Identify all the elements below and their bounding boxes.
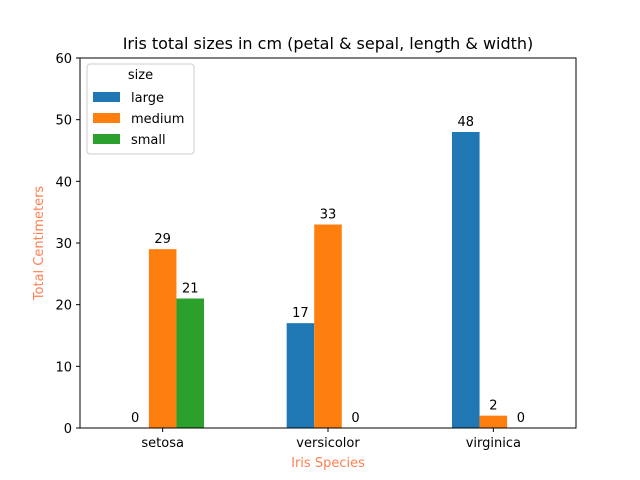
data-label-medium-setosa: 29 xyxy=(154,232,171,247)
data-label-large-setosa: 0 xyxy=(131,411,139,426)
data-label-medium-versicolor: 33 xyxy=(320,208,337,223)
legend-label-large: large xyxy=(131,91,164,106)
bar-small-setosa xyxy=(176,298,204,428)
legend-swatch-large xyxy=(93,92,120,102)
bar-large-versicolor xyxy=(286,323,315,428)
chart-title: Iris total sizes in cm (petal & sepal, l… xyxy=(123,34,534,53)
legend-title: size xyxy=(128,68,153,83)
y-tick-label: 10 xyxy=(55,360,72,375)
bar-medium-versicolor xyxy=(314,224,342,428)
y-tick-label: 50 xyxy=(55,114,72,129)
data-label-small-versicolor: 0 xyxy=(351,411,359,426)
legend-label-medium: medium xyxy=(131,112,184,127)
data-label-small-virginica: 0 xyxy=(517,411,525,426)
legend-entries: large medium small xyxy=(93,91,184,148)
legend: size large medium small xyxy=(86,63,195,155)
legend-swatch-small xyxy=(93,134,120,144)
y-axis-label: Total Centimeters xyxy=(32,186,47,302)
x-tick-label-versicolor: versicolor xyxy=(296,436,360,451)
bar-medium-setosa xyxy=(148,249,177,428)
y-tick-label: 0 xyxy=(64,422,72,437)
y-tick-label: 20 xyxy=(55,299,72,314)
legend-box xyxy=(86,63,195,155)
y-tick-label: 60 xyxy=(55,52,72,67)
legend-label-small: small xyxy=(131,133,166,148)
x-tick-label-virginica: virginica xyxy=(466,436,521,451)
legend-swatch-medium xyxy=(93,113,120,123)
plot-frame xyxy=(79,57,577,429)
y-tick-label: 30 xyxy=(55,237,72,252)
plot-area: 0 17 48 29 33 2 21 0 0 0 10 20 30 40 50 60 setosa versico… xyxy=(55,52,577,451)
bar-medium-virginica xyxy=(479,415,508,428)
data-label-large-virginica: 48 xyxy=(458,115,475,130)
y-tick-label: 40 xyxy=(55,175,72,190)
x-tick-label-setosa: setosa xyxy=(141,436,184,451)
data-label-large-versicolor: 17 xyxy=(292,306,309,321)
bar-large-virginica xyxy=(452,132,480,428)
x-axis-label: Iris Species xyxy=(291,456,365,471)
data-label-small-setosa: 21 xyxy=(182,282,199,297)
data-label-medium-virginica: 2 xyxy=(489,399,497,414)
